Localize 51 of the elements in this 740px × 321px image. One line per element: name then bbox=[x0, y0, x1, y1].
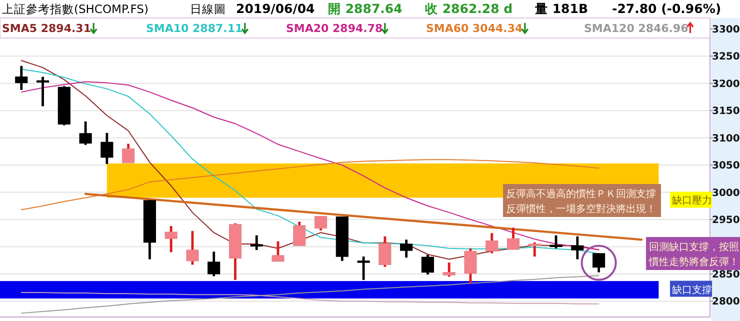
text: SMA10 2887.11 bbox=[146, 22, 243, 35]
candlestick bbox=[122, 142, 135, 164]
y-tick-label: 2950 bbox=[712, 215, 740, 226]
candlestick bbox=[250, 234, 263, 252]
text: -27.80 (-0.96%) bbox=[612, 1, 722, 16]
band-label: 缺口支撐 bbox=[672, 284, 712, 296]
candlestick bbox=[314, 215, 328, 232]
y-tick-label: 3000 bbox=[712, 188, 740, 199]
y-tick-label: 3050 bbox=[712, 160, 740, 172]
text: 開 2887.64 bbox=[328, 1, 403, 16]
text: 日線圖 bbox=[190, 2, 226, 16]
candlestick bbox=[36, 76, 50, 108]
candlestick bbox=[378, 235, 392, 268]
y-tick-label: 3100 bbox=[712, 133, 740, 144]
candlestick bbox=[592, 252, 606, 274]
candlestick bbox=[15, 64, 28, 92]
text: SMA20 2894.78 bbox=[286, 22, 383, 35]
y-tick-label: 3150 bbox=[712, 106, 740, 118]
candlestick bbox=[528, 241, 541, 258]
y-tick-label: 2800 bbox=[712, 296, 740, 308]
candlestick bbox=[400, 238, 413, 259]
candlestick bbox=[506, 226, 520, 251]
y-tick-label: 3250 bbox=[712, 52, 740, 63]
candlestick bbox=[486, 232, 498, 254]
candlestick bbox=[186, 230, 199, 266]
text: SMA5 2894.31 bbox=[2, 22, 91, 35]
candlestick bbox=[100, 132, 114, 166]
candlestick bbox=[464, 247, 477, 284]
candlestick bbox=[293, 220, 306, 247]
candlestick bbox=[571, 235, 584, 260]
candlestick bbox=[550, 234, 562, 250]
text: 收 2862.28 d bbox=[425, 1, 513, 16]
text: 2019/06/04 bbox=[236, 1, 316, 16]
candlestick bbox=[208, 250, 220, 278]
y-tick-label: 3200 bbox=[712, 78, 740, 90]
candlestick bbox=[164, 224, 178, 254]
annotation: 反彈高不過高的慣性ＰＫ回測支撐反彈慣性，一場多空對決將出現！ bbox=[506, 188, 656, 215]
text: SMA60 3044.34 bbox=[426, 22, 523, 35]
candlestick bbox=[421, 254, 434, 276]
candlestick bbox=[442, 261, 456, 278]
text: 量 181B bbox=[534, 1, 588, 16]
y-tick-label: 3300 bbox=[712, 24, 740, 36]
text: SMA120 2846.96 bbox=[584, 22, 689, 35]
chart-title: 上証參考指數(SHCOMP.FS) bbox=[2, 2, 148, 16]
line-series bbox=[20, 292, 600, 304]
y-tick-label: 2850 bbox=[712, 269, 740, 280]
candlestick bbox=[79, 120, 92, 146]
candlestick bbox=[272, 240, 284, 263]
band-label: 缺口壓力 bbox=[672, 194, 712, 207]
candlestick bbox=[357, 255, 370, 282]
annotation: 回測缺口支撐，按照慣性走勢將會反彈！ bbox=[648, 241, 739, 268]
